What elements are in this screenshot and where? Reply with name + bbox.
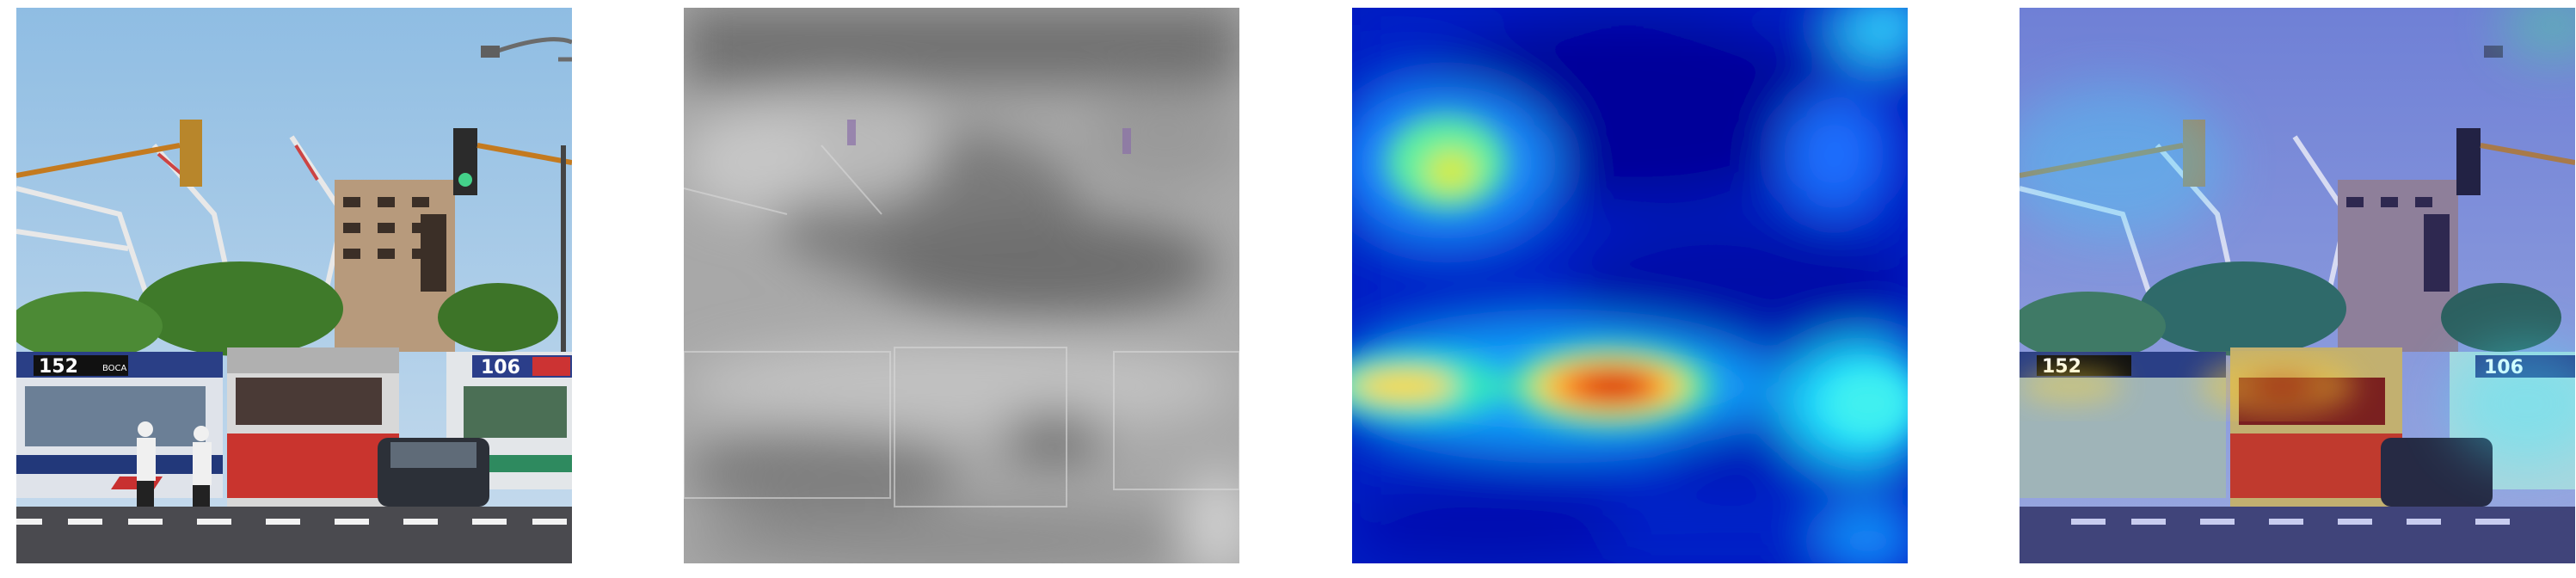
bus-red — [227, 347, 399, 507]
bus-right: 106 — [446, 352, 572, 489]
svg-text:152: 152 — [39, 356, 78, 378]
svg-text:BOCA: BOCA — [102, 364, 127, 373]
grayscale-saliency-image — [684, 8, 1239, 563]
trees — [137, 261, 343, 356]
overlay-image: 152 106 — [2020, 8, 2575, 563]
bus-left: 152 BOCA — [16, 352, 223, 498]
grayscale-saliency-panel — [684, 8, 1239, 563]
road — [16, 507, 572, 563]
street-lamp — [481, 46, 500, 58]
motorcyclists — [137, 421, 212, 485]
original-photo-panel: 152 BOCA 106 — [16, 8, 572, 563]
heatmap-panel — [1352, 8, 1908, 563]
heatmap-image — [1352, 8, 1908, 563]
street-scene-image: 152 BOCA 106 — [16, 8, 572, 563]
crosswalk — [16, 519, 567, 525]
svg-text:106: 106 — [481, 357, 520, 378]
heatmap-overlay-panel: 152 106 — [2020, 8, 2575, 563]
traffic-light-left — [180, 120, 202, 187]
